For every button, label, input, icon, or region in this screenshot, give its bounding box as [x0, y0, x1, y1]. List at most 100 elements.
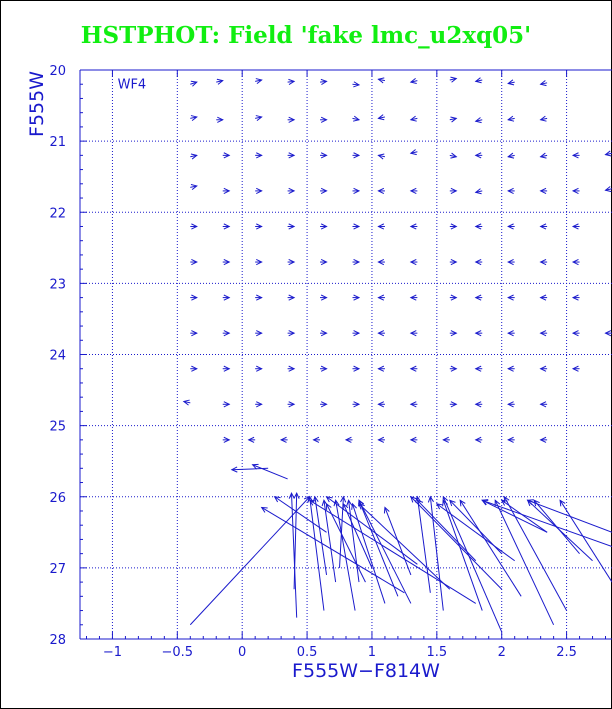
vector-arrow	[255, 223, 263, 230]
vector-arrow	[222, 436, 231, 443]
vector-arrow	[539, 258, 548, 266]
y-tick-label: 25	[49, 420, 66, 435]
axis-labels: −1 −0.5 0 0.5 1 1.5 2 2.5 20 21 22 23 24 25 26 27 28 F555…	[26, 64, 577, 682]
vector-arrow	[273, 496, 327, 533]
vector-arrow	[507, 330, 515, 337]
vector-arrow	[571, 223, 580, 230]
x-axis-title: F555W−F814W	[292, 660, 440, 682]
vector-arrow	[507, 152, 515, 159]
x-tick-label: 2.5	[556, 645, 577, 660]
vector-arrow	[320, 365, 328, 372]
vector-arrow	[190, 330, 198, 337]
vector-arrow	[190, 365, 198, 372]
y-tick-label: 24	[49, 349, 66, 364]
vector-arrow	[409, 115, 418, 122]
vector-arrow	[287, 365, 296, 372]
x-tick-label: 1.5	[426, 645, 447, 660]
vector-arrow	[352, 294, 361, 301]
vector-arrow	[449, 187, 458, 194]
vector-arrow	[190, 294, 198, 301]
vector-arrow	[358, 499, 412, 604]
vector-arrow	[409, 294, 418, 301]
vector-arrow	[539, 223, 548, 230]
vector-arrow	[222, 223, 231, 230]
vector-arrow	[571, 365, 580, 372]
vector-arrow	[287, 258, 296, 266]
vector-arrow	[352, 258, 361, 266]
vector-arrow	[190, 184, 198, 191]
vector-arrow	[222, 294, 231, 301]
vector-arrow	[539, 187, 548, 194]
vector-arrow	[571, 330, 580, 337]
vector-arrow	[409, 436, 418, 443]
vector-arrow	[410, 495, 503, 590]
grid-lines	[80, 70, 612, 639]
vector-arrow	[409, 149, 418, 156]
vector-arrow	[287, 330, 296, 337]
vector-arrow	[449, 401, 458, 408]
x-tick-label: 0	[238, 645, 246, 660]
vector-arrow	[255, 152, 263, 159]
vector-arrow	[442, 495, 503, 633]
vector-arrow	[190, 80, 198, 87]
vector-arrow	[222, 152, 231, 159]
vector-arrow	[190, 153, 198, 160]
vector-arrow	[415, 495, 431, 593]
vector-arrow	[409, 401, 418, 408]
vector-arrow	[481, 499, 548, 533]
vector-arrow	[539, 294, 548, 301]
vector-arrow	[352, 365, 361, 372]
x-tick-label: 1	[368, 645, 376, 660]
vector-arrow	[189, 495, 311, 626]
vector-arrow	[287, 223, 296, 230]
vector-arrow	[539, 80, 548, 87]
vector-arrow	[352, 115, 361, 122]
vector-arrow	[255, 401, 263, 408]
vector-arrow	[409, 223, 418, 230]
vector-arrow	[255, 365, 263, 372]
vector-arrow	[352, 187, 361, 194]
vector-arrow	[539, 401, 548, 408]
vector-arrow	[352, 223, 361, 230]
vector-arrow	[222, 365, 231, 372]
vector-arrow	[416, 499, 477, 562]
vector-arrow	[377, 77, 386, 84]
vector-arrow	[474, 436, 483, 443]
vector-arrow	[474, 77, 483, 84]
vector-arrow	[326, 502, 366, 583]
vector-arrow	[255, 294, 263, 301]
vector-arrow	[287, 78, 296, 85]
vector-arrow	[409, 77, 418, 84]
vector-arrow	[571, 258, 580, 266]
vector-arrow	[377, 294, 385, 301]
vector-arrow	[342, 502, 373, 569]
vector-arrow	[449, 258, 458, 266]
y-tick-label: 20	[49, 64, 66, 79]
vector-arrow	[435, 503, 515, 562]
vector-arrow	[409, 258, 418, 266]
vector-arrow	[352, 401, 361, 408]
vector-arrow	[287, 116, 296, 123]
x-tick-label: 2	[498, 645, 506, 660]
vector-arrow	[507, 115, 515, 122]
vector-arrow	[507, 401, 515, 408]
vector-arrow	[449, 223, 458, 230]
vector-arrow	[216, 116, 224, 123]
vector-arrow	[539, 330, 548, 337]
vector-arrow	[308, 499, 477, 604]
vector-arrow	[293, 492, 300, 590]
vector-arrow	[604, 150, 612, 157]
vector-arrow	[474, 258, 483, 266]
vector-arrow	[571, 294, 580, 301]
vector-arrow	[190, 258, 198, 266]
y-tick-label: 26	[49, 491, 66, 506]
vector-arrow	[287, 401, 296, 408]
vector-arrow	[559, 499, 612, 583]
vector-arrow	[449, 330, 458, 337]
vector-arrow	[287, 294, 296, 301]
vector-arrow	[507, 187, 515, 194]
vector-arrow	[442, 499, 483, 611]
x-tick-label: −0.5	[162, 645, 194, 660]
vector-arrow	[383, 506, 412, 576]
